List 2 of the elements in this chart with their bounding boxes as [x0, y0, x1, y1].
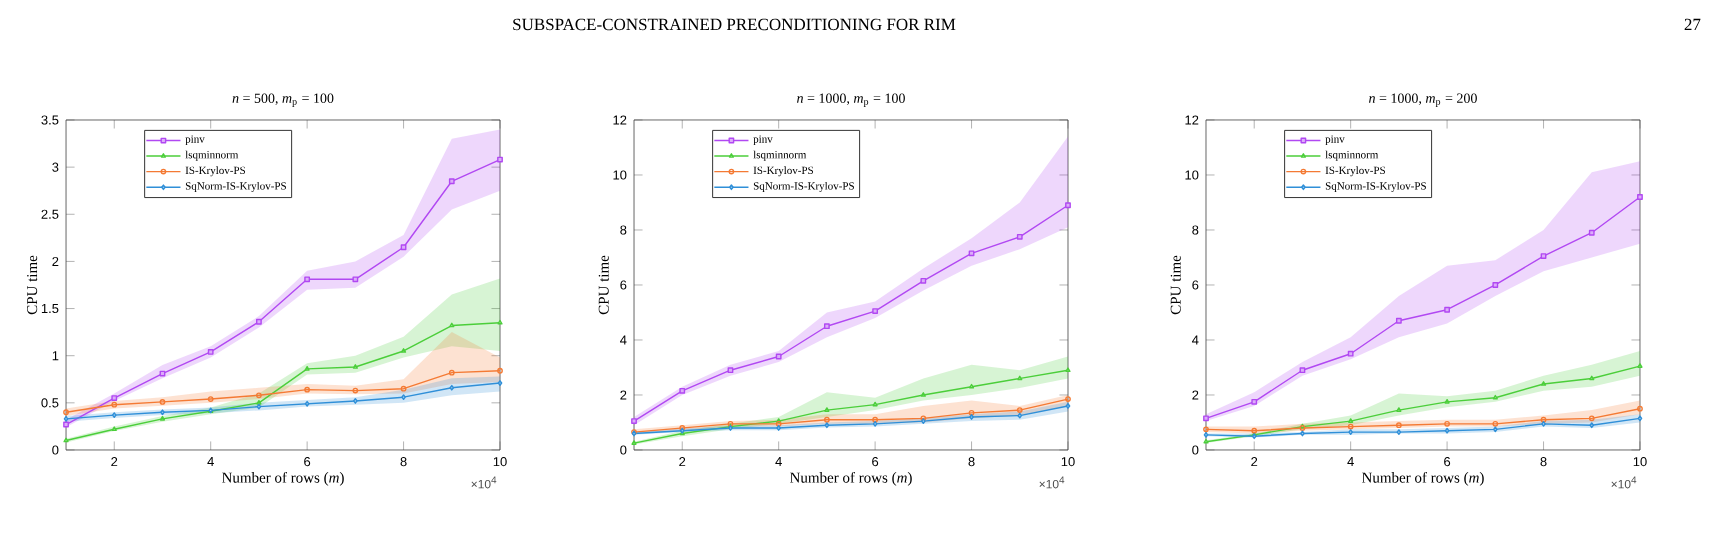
text: SUBSPACE-CONSTRAINED PRECONDITIONING FOR RIM: [513, 18, 956, 31]
text: 27: [1684, 18, 1701, 30]
